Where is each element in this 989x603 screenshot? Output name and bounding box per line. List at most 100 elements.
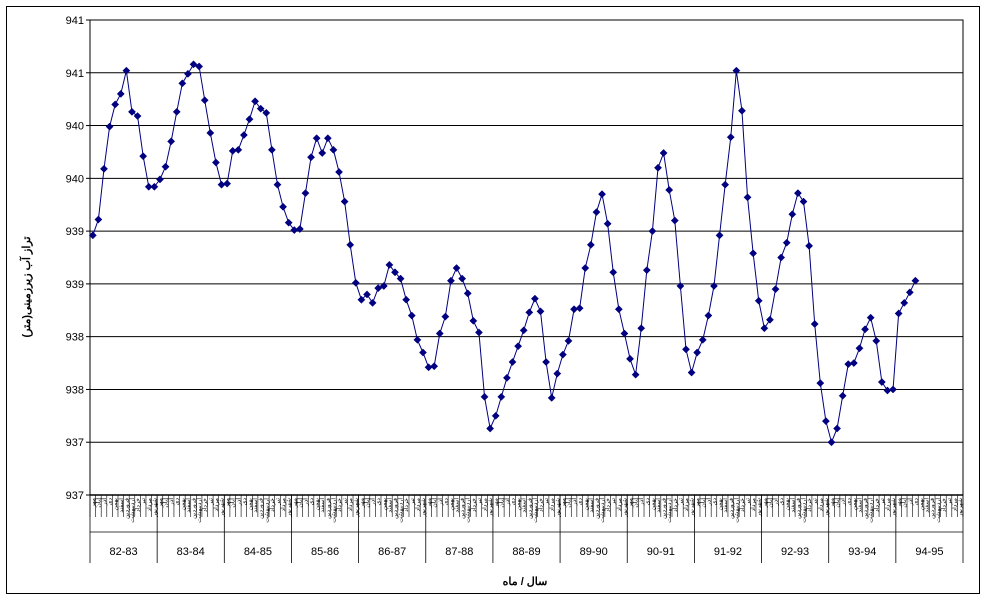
month-tick-label: خرداد	[806, 498, 813, 512]
data-point	[631, 370, 640, 379]
month-tick-label: اسفند	[386, 498, 393, 513]
month-tick-label: مرداد	[817, 498, 824, 512]
month-tick-label: فروردین	[729, 498, 735, 519]
month-tick-label: تیر	[275, 498, 281, 506]
month-tick-label: اسفند	[789, 498, 796, 513]
y-tick-label: 941	[66, 15, 84, 27]
month-tick-label: مهر	[695, 498, 701, 508]
month-tick-label: اردیبهشت	[599, 498, 606, 523]
data-point	[223, 179, 232, 188]
data-point	[100, 164, 108, 173]
month-tick-label: اردیبهشت	[801, 498, 808, 523]
data-point	[458, 274, 467, 283]
data-point	[743, 193, 752, 202]
data-point	[116, 89, 125, 98]
data-point	[262, 108, 271, 117]
data-point	[553, 369, 562, 378]
data-point	[318, 149, 327, 157]
data-point	[357, 295, 366, 304]
data-point	[911, 276, 920, 285]
month-tick-label: مهر	[762, 498, 768, 508]
data-point	[234, 145, 243, 154]
month-tick-label: اسفند	[588, 498, 595, 513]
month-tick-label: مهر	[897, 498, 903, 508]
data-point	[687, 368, 696, 377]
month-tick-label: خرداد	[873, 498, 880, 512]
data-point	[788, 210, 797, 219]
month-tick-label: اسفند	[252, 498, 259, 513]
data-point	[670, 216, 679, 225]
y-axis-ticks: 941 941 940 940 939 939 938 938 937 937	[66, 15, 90, 502]
data-point	[821, 417, 830, 426]
data-point	[637, 324, 646, 333]
data-point	[497, 392, 506, 401]
data-point	[105, 122, 114, 131]
data-point	[586, 240, 595, 249]
data-point	[883, 386, 892, 395]
data-point	[273, 180, 282, 189]
month-tick-label: شهریور	[488, 498, 494, 518]
month-tick-label: فروردین	[662, 498, 668, 519]
month-tick-label: فروردین	[930, 498, 936, 519]
month-tick-label: تیر	[813, 498, 819, 506]
month-tick-label: اردیبهشت	[868, 498, 875, 523]
month-tick-label: تیر	[678, 498, 684, 506]
month-tick-label: اردیبهشت	[330, 498, 337, 523]
month-tick-label: بهمن	[650, 498, 656, 511]
month-tick-label: دی	[712, 498, 718, 506]
month-tick-label: بهمن	[852, 498, 858, 511]
year-group-label: 86-87	[378, 546, 406, 558]
month-tick-label: شهریور	[690, 498, 696, 518]
data-point	[603, 219, 612, 228]
data-point	[581, 264, 590, 273]
month-tick-label: فروردین	[259, 498, 265, 519]
year-group-label: 87-88	[445, 546, 473, 558]
month-tick-label: اسفند	[454, 498, 461, 513]
month-tick-label: مهر	[359, 498, 365, 508]
month-tick-label: تیر	[477, 498, 483, 506]
month-tick-label: خرداد	[403, 498, 410, 512]
month-tick-label: فروردین	[326, 498, 332, 519]
month-tick-label: آبان	[564, 498, 572, 508]
data-point	[698, 335, 707, 344]
y-tick-label: 938	[66, 332, 84, 344]
month-tick-label: تیر	[880, 498, 886, 506]
month-tick-label: آذر	[637, 498, 645, 507]
month-tick-label: آذر	[839, 498, 847, 507]
month-tick-label: خرداد	[940, 498, 947, 512]
month-tick-label: بهمن	[718, 498, 724, 511]
data-point	[648, 227, 657, 236]
month-tick-label: دی	[511, 498, 517, 506]
data-point	[94, 215, 103, 224]
month-tick-label: بهمن	[247, 498, 253, 511]
month-tick-label: آذر	[704, 498, 712, 507]
month-tick-label: اسفند	[118, 498, 125, 513]
data-point	[547, 393, 556, 402]
data-point	[441, 312, 450, 321]
data-point	[598, 190, 607, 199]
data-point	[133, 112, 142, 121]
month-tick-label: خرداد	[605, 498, 612, 512]
chart-frame	[6, 6, 980, 594]
month-tick-label: فروردین	[393, 498, 399, 519]
data-point	[385, 260, 394, 269]
month-tick-label: فروردین	[460, 498, 466, 519]
month-tick-label: مرداد	[347, 498, 354, 512]
data-point	[894, 309, 903, 318]
data-point	[452, 264, 461, 273]
y-tick-label: 940	[66, 121, 84, 133]
data-point	[161, 162, 170, 171]
month-tick-label: بهمن	[382, 498, 388, 511]
month-tick-label: شهریور	[152, 498, 158, 518]
month-tick-label: فروردین	[796, 498, 802, 519]
data-point	[777, 253, 786, 262]
month-tick-label: خرداد	[537, 498, 544, 512]
month-tick-label: مرداد	[482, 498, 489, 512]
month-tick-label: تیر	[947, 498, 953, 506]
data-point	[200, 96, 209, 105]
month-tick-label: مرداد	[616, 498, 623, 512]
month-tick-label: اردیبهشت	[935, 498, 942, 523]
data-point	[88, 231, 97, 240]
month-tick-label: شهریور	[891, 498, 897, 518]
data-point	[726, 133, 735, 142]
